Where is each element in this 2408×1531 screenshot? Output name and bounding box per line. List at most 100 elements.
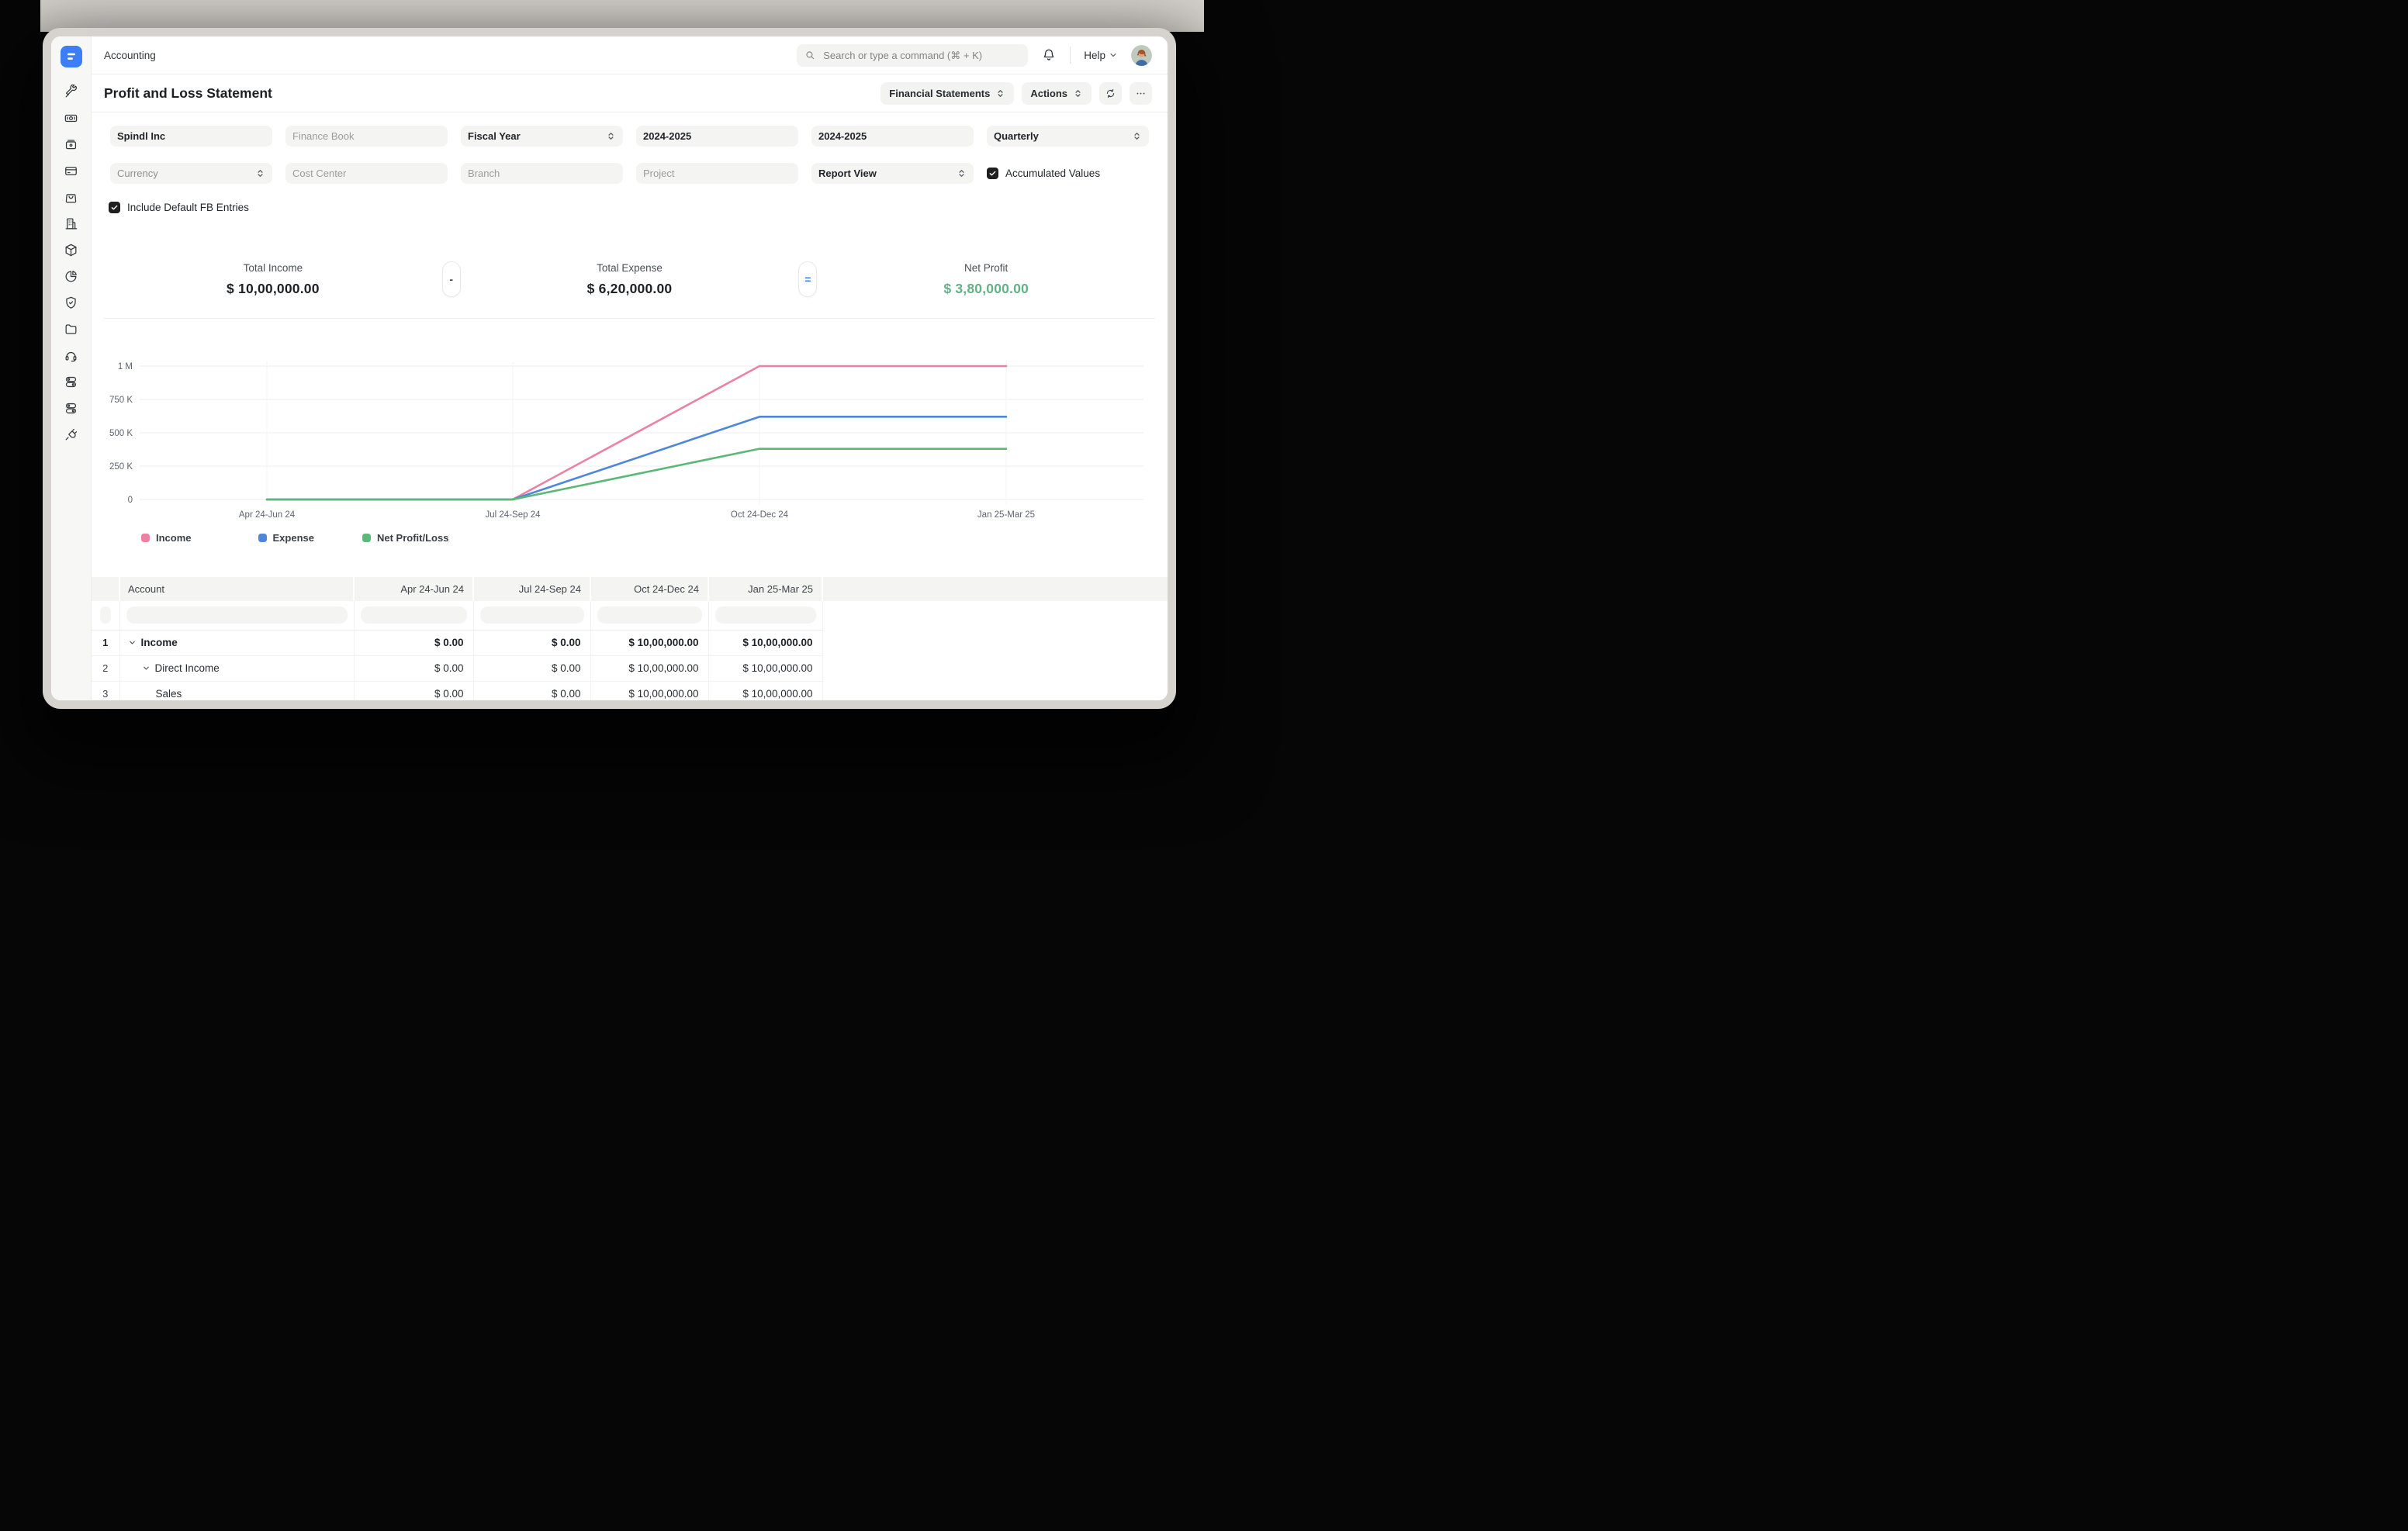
topbar-right: Help [797,43,1152,67]
filter-report-view-text: Report View [818,168,877,179]
account-cell[interactable]: Direct Income [119,655,355,682]
sidebar-item-tools[interactable] [64,85,78,99]
sidebar-item-shield-check[interactable] [64,295,78,310]
avatar-image [1131,44,1152,66]
sidebar-item-banknote[interactable] [64,111,78,126]
sidebar-item-credit-card[interactable] [64,164,78,178]
package-icon [65,244,77,257]
table-header-row: Account Apr 24-Jun 24 Jul 24-Sep 24 Oct 24-… [92,577,1168,601]
notifications-button[interactable] [1041,47,1057,63]
select-updown-icon [1075,89,1081,97]
table-row: 1 Income $ 0.00 $ 0.00 $ 10,00,000.00 $ 10,00… [92,630,1168,656]
checkbox-checked [109,202,120,213]
credit-card-icon [65,167,77,175]
sidebar-item-folder[interactable] [64,322,78,337]
sidebar-item-plug[interactable] [64,427,78,442]
topbar-divider [1070,47,1071,64]
user-avatar[interactable] [1131,44,1152,66]
table-header-account[interactable]: Account [119,577,355,601]
actions-dropdown[interactable]: Actions [1022,81,1092,105]
filter-finance-book[interactable]: Finance Book [285,126,448,147]
sidebar-item-toggles-alt[interactable] [64,401,78,416]
filter-cost-center[interactable]: Cost Center [285,163,448,184]
legend-label: Expense [272,532,314,544]
net-profit-label: Net Profit [964,261,1009,274]
svg-text:Oct 24-Dec 24: Oct 24-Dec 24 [731,510,789,520]
sidebar-item-headset[interactable] [64,348,78,363]
total-expense-label: Total Expense [597,261,663,274]
include-default-fb-checkbox[interactable]: Include Default FB Entries [109,202,1168,213]
report-group-dropdown[interactable]: Financial Statements [881,81,1015,105]
sidebar-item-toggles[interactable] [64,375,78,389]
global-search[interactable] [797,43,1029,67]
filter-company[interactable]: Spindl Inc [110,126,272,147]
accumulated-values-checkbox[interactable]: Accumulated Values [987,168,1100,179]
table-header-period-3[interactable]: Oct 24-Dec 24 [590,577,709,601]
tools-icon [65,85,77,98]
sidebar-item-pie-chart[interactable] [64,269,78,284]
filter-period-basis[interactable]: Fiscal Year [461,126,623,147]
svg-text:750 K: 750 K [109,396,133,405]
filter-start-year[interactable]: 2024-2025 [636,126,798,147]
amount-cell: $ 0.00 [354,681,474,700]
column-filter-input[interactable] [714,607,816,624]
select-updown-icon [258,170,263,177]
filter-report-view[interactable]: Report View [811,163,974,184]
filter-currency[interactable]: Currency [110,163,272,184]
account-cell-inner: Income [128,637,344,648]
legend-item-income[interactable]: Income [141,532,192,544]
table-header-period-4[interactable]: Jan 25-Mar 25 [708,577,823,601]
column-filter-input[interactable] [479,607,584,624]
refresh-button[interactable] [1099,81,1122,105]
amount-cell: $ 0.00 [354,630,474,656]
column-filter-cell [708,601,823,631]
row-expand-chevron-icon[interactable] [142,664,150,672]
account-cell[interactable]: Income [119,630,355,656]
legend-swatch [258,534,267,542]
column-filter-input[interactable] [597,607,702,624]
account-cell-inner: Sales [128,688,344,700]
sidebar-item-archive-drawer[interactable] [64,137,78,152]
topbar: Accounting [92,36,1168,74]
amount-cell: $ 10,00,000.00 [708,630,823,656]
app-sidebar [51,36,92,700]
help-menu[interactable]: Help [1084,50,1118,61]
more-menu-button[interactable] [1130,81,1152,105]
svg-text:Jul 24-Sep 24: Jul 24-Sep 24 [486,510,541,520]
bell-icon [1043,49,1054,60]
row-expand-chevron-icon[interactable] [128,638,137,647]
amount-cell: $ 0.00 [473,630,591,656]
legend-item-expense[interactable]: Expense [258,532,314,544]
legend-item-net-profit-loss[interactable]: Net Profit/Loss [362,532,448,544]
column-filter-input[interactable] [126,607,348,624]
filter-periodicity[interactable]: Quarterly [987,126,1149,147]
sidebar-item-building[interactable] [64,216,78,231]
sidebar-item-shopping-bag[interactable] [64,190,78,205]
amount-cell: $ 10,00,000.00 [590,630,709,656]
column-filter-input[interactable] [360,607,467,624]
app-breadcrumb: Accounting [104,49,156,61]
filter-project[interactable]: Project [636,163,798,184]
erpnext-logo[interactable] [60,46,82,67]
table-header-filler [822,577,1168,601]
filter-branch[interactable]: Branch [461,163,623,184]
filter-end-year[interactable]: 2024-2025 [811,126,974,147]
minus-operator: - [441,261,461,297]
filter-finance-book-text: Finance Book [292,130,355,142]
account-cell[interactable]: Sales [119,681,355,700]
sidebar-item-package[interactable] [64,243,78,257]
table-header-period-1[interactable]: Apr 24-Jun 24 [354,577,474,601]
total-income-stat: Total Income $ 10,00,000.00 [104,262,442,297]
row-filler-cell [822,655,1168,681]
checkbox-checked [987,168,998,179]
sidebar-nav [64,85,78,442]
column-filter-input[interactable] [99,607,111,624]
row-filler-cell [822,681,1168,700]
row-number: 2 [92,655,120,682]
search-input[interactable] [822,48,1012,62]
row-number: 3 [92,681,120,700]
plug-icon [65,428,78,441]
legend-swatch [141,534,150,542]
table-header-period-2[interactable]: Jul 24-Sep 24 [473,577,591,601]
amount-cell: $ 0.00 [354,655,474,682]
